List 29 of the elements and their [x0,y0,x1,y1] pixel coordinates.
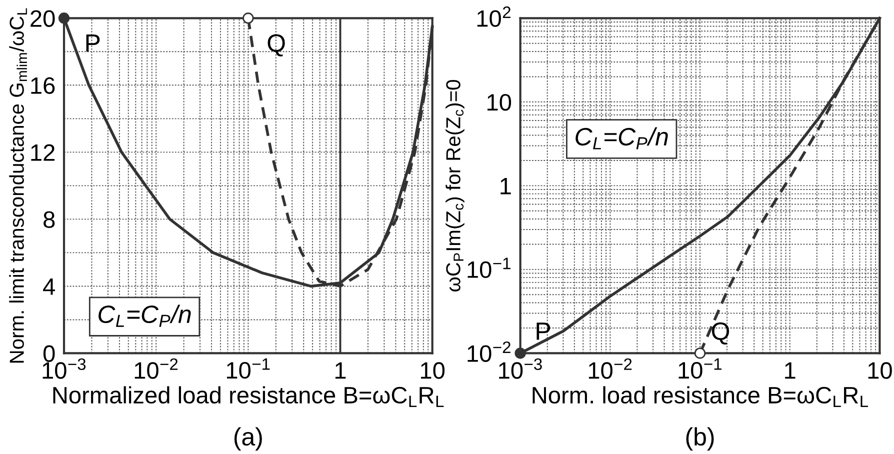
x-tick-label: 10$^{−1}$ [678,358,722,379]
x-tick-label: 1 [785,362,796,379]
annotation: P [536,322,550,340]
text: (a) [234,427,262,451]
x-axis-title: Normalized load resistance B=ωC$_{L}$R$_{L}$ [53,386,444,408]
x-axis-title: Norm. load resistance B=ωC$_{L}$R$_{L}$ [532,386,868,408]
y-tick-label: 16 [31,77,55,94]
annotation: C$_{L}$=C$_{P}$/n [576,127,668,150]
annotation: Q [268,34,285,56]
y-tick-label: 10$^{2}$ [477,6,510,27]
y-tick-label: 10$^{−1}$ [468,258,510,278]
annotation: C$_{L}$=C$_{P}$/n [98,304,191,327]
x-tick-label: 10$^{−2}$ [134,358,178,379]
x-tick-label: 10 [868,362,892,379]
x-tick-label: 1 [335,362,346,379]
y-axis-title: Norm. limit transconductance G$_{mlim}$/ωC$_{L}$ [9,8,27,363]
y-tick-label: 10 [488,94,512,111]
y-axis-title: ωC$_{P}$Im(Z$_{c}$) for Re(Z$_{c}$)=0 [446,80,464,292]
y-tick-label: 4 [43,278,55,295]
x-tick-label: 10 [421,362,445,379]
x-tick-label: 10$^{−1}$ [226,358,270,379]
y-tick-label: 12 [31,144,54,161]
annotation: Q [712,322,730,345]
y-tick-label: 1 [500,178,511,194]
y-tick-label: 20 [30,10,55,27]
x-tick-label: 10$^{−2}$ [588,358,632,379]
annotation: P [86,34,100,52]
y-tick-label: 8 [44,211,55,228]
text: (b) [686,427,714,451]
